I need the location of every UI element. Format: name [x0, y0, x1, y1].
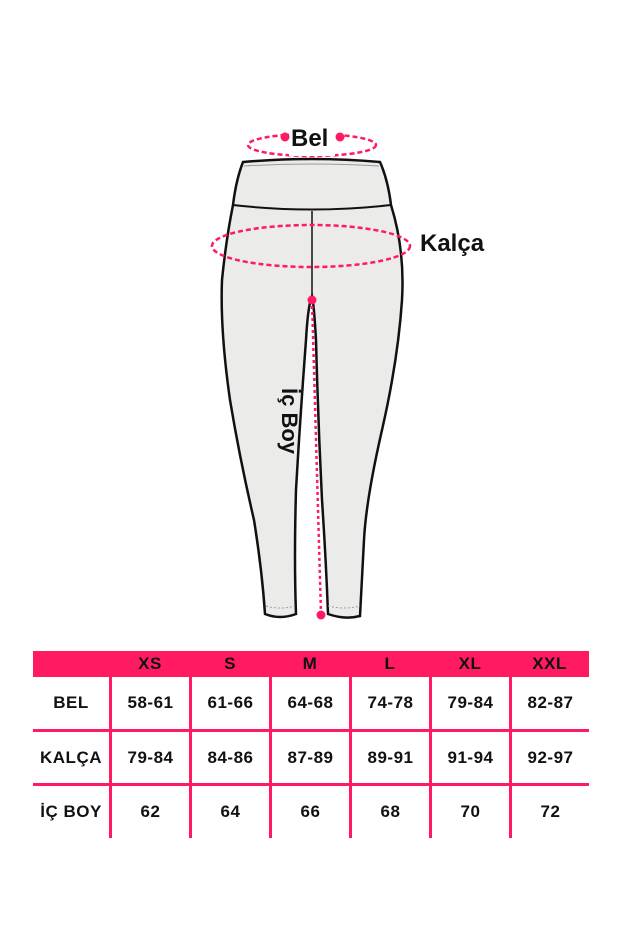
column-divider — [349, 677, 352, 838]
row-label-ic-boy: İÇ BOY — [40, 802, 102, 821]
waist-label: Bel — [291, 125, 329, 152]
table-cell: 84-86 — [207, 747, 254, 767]
column-divider — [269, 677, 272, 838]
hip-label: Kalça — [420, 230, 485, 257]
table-cell: 61-66 — [207, 693, 254, 712]
table-cell: 66 — [300, 802, 321, 821]
column-header-xxl: XXL — [532, 654, 567, 673]
table-cell: 92-97 — [527, 747, 574, 767]
waistband-line — [232, 204, 392, 211]
column-header-xs: XS — [138, 654, 162, 673]
table-cell: 82-87 — [527, 693, 574, 712]
table-cell: 64-68 — [287, 693, 334, 712]
table-cell: 64 — [220, 802, 241, 821]
waist-dot-right — [335, 132, 345, 142]
table-cell: 62 — [140, 802, 161, 821]
table-cell: 74-78 — [367, 693, 414, 712]
leggings-illustration: Bel Kalça İç Boy — [210, 125, 485, 620]
cuff-right — [327, 605, 361, 609]
column-header-xl: XL — [458, 654, 482, 673]
inseam-label: İç Boy — [277, 388, 302, 455]
column-divider — [509, 677, 512, 838]
waist-dot-left — [280, 132, 290, 142]
column-divider — [109, 677, 112, 838]
row-label-kalca: KALÇA — [40, 747, 102, 767]
inseam-measure-line — [310, 299, 323, 615]
leggings-drawing — [210, 132, 412, 620]
table-cell: 68 — [380, 802, 401, 821]
leggings-body — [220, 157, 404, 619]
table-cell: 79-84 — [127, 747, 174, 767]
table-cell: 89-91 — [367, 747, 414, 767]
table-header-band — [33, 651, 589, 677]
hip-measure-ellipse — [210, 223, 412, 269]
column-divider — [189, 677, 192, 838]
column-header-m: M — [302, 654, 318, 673]
waistband-top-line — [243, 163, 380, 167]
inseam-dot-top — [307, 295, 317, 305]
table-cell: 79-84 — [447, 693, 494, 712]
table-cell: 58-61 — [127, 693, 174, 712]
table-cell: 87-89 — [287, 747, 334, 767]
row-divider — [33, 783, 589, 786]
column-divider — [429, 677, 432, 838]
table-cell: 72 — [540, 802, 561, 821]
table-cell: 91-94 — [447, 747, 494, 767]
column-header-s: S — [224, 654, 236, 673]
row-label-bel: BEL — [53, 693, 89, 712]
inseam-dot-bottom — [316, 610, 326, 620]
column-header-l: L — [384, 654, 396, 673]
table-cell: 70 — [460, 802, 481, 821]
row-divider — [33, 729, 589, 732]
